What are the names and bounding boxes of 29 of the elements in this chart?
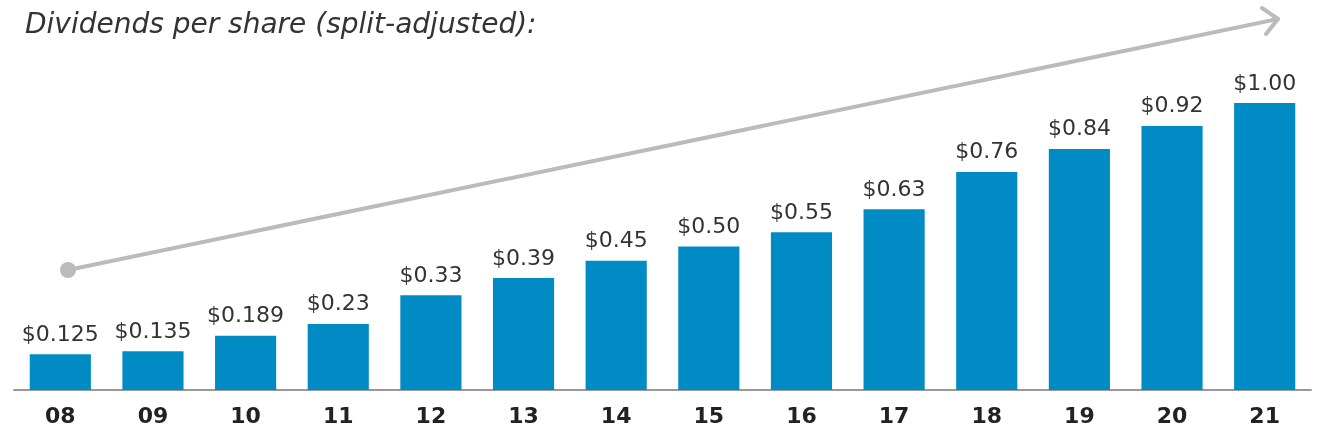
data-label: $0.92 <box>1140 92 1204 118</box>
data-label: $0.45 <box>584 227 648 253</box>
data-label: $0.84 <box>1047 115 1111 141</box>
x-tick-label: 15 <box>693 402 725 428</box>
data-label: $0.55 <box>769 198 833 224</box>
data-label: $0.39 <box>492 244 556 270</box>
data-label: $0.125 <box>21 320 99 346</box>
x-tick-label: 19 <box>1064 402 1095 428</box>
x-tick-label: 17 <box>878 402 910 428</box>
x-tick-label: 18 <box>971 402 1003 428</box>
x-tick-label: 21 <box>1249 402 1280 428</box>
x-tick-label: 10 <box>230 402 261 428</box>
chart-title: Dividends per share (split-adjusted): <box>25 6 537 40</box>
x-tick-label: 11 <box>322 402 354 428</box>
data-label: $0.135 <box>114 317 192 343</box>
x-tick-label: 12 <box>415 402 447 428</box>
x-tick-label: 09 <box>137 402 169 428</box>
data-label: $0.33 <box>399 261 463 287</box>
data-label: $1.00 <box>1233 69 1297 95</box>
x-tick-label: 14 <box>600 402 632 428</box>
data-label: $0.76 <box>955 138 1019 164</box>
data-label: $0.23 <box>306 290 370 316</box>
data-label: $0.50 <box>677 213 741 238</box>
x-tick-label: 20 <box>1156 402 1188 428</box>
data-label: $0.189 <box>207 302 285 328</box>
x-tick-label: 16 <box>786 402 817 428</box>
x-tick-label: 13 <box>508 402 539 428</box>
data-label: $0.63 <box>862 175 926 201</box>
x-tick-label: 08 <box>45 402 76 428</box>
